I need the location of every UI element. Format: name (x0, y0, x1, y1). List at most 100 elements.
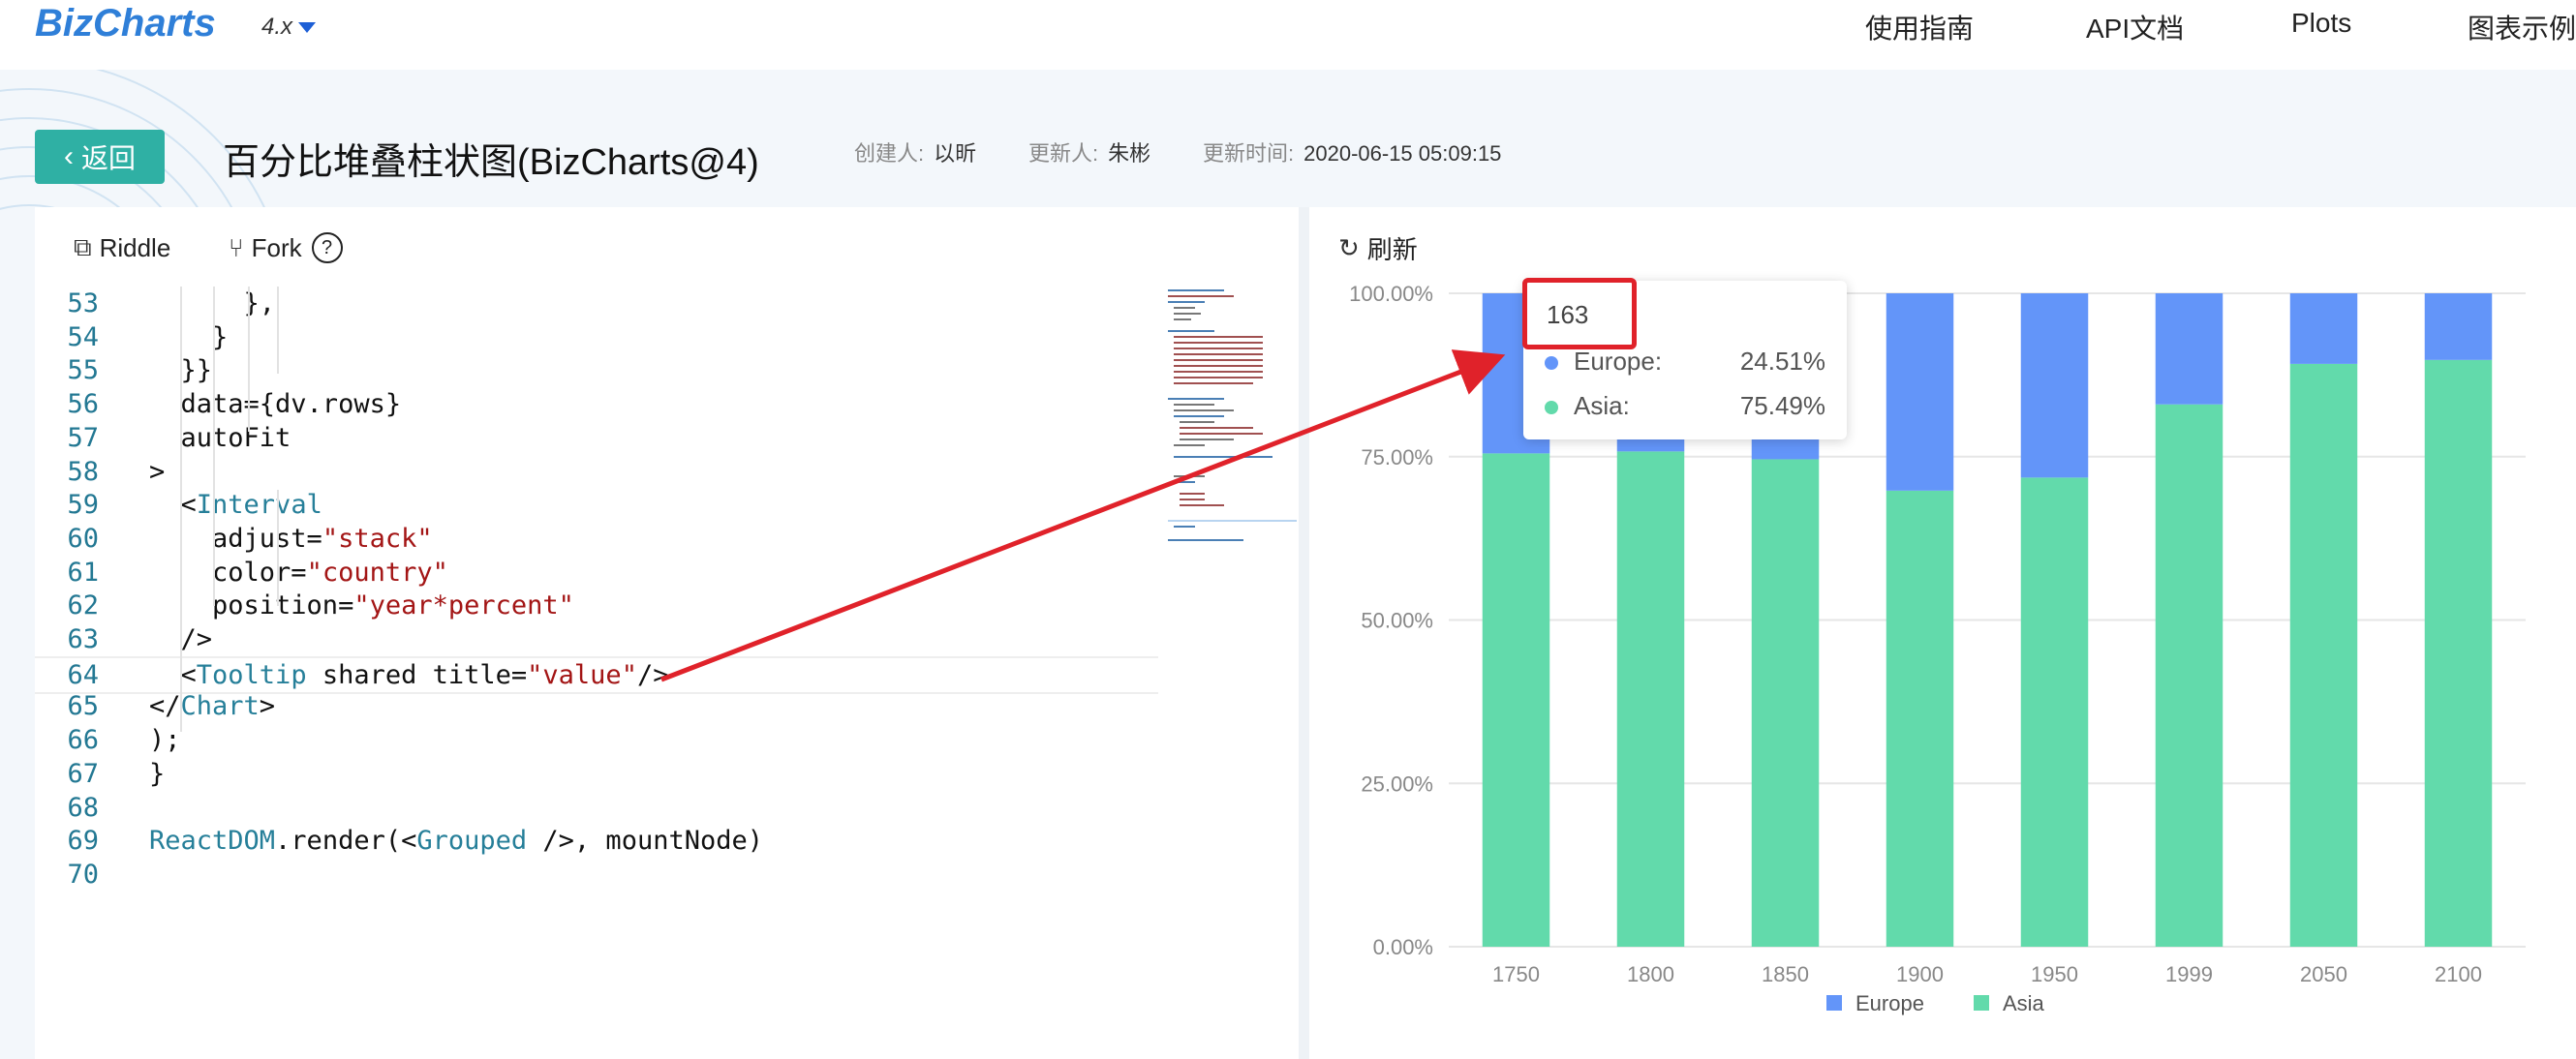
chevron-down-icon (298, 22, 317, 34)
indent-guide (213, 287, 215, 606)
code-text: ReactDOM.render(<Grouped />, mountNode) (149, 826, 763, 857)
code-text: /> (149, 624, 213, 654)
tooltip-row-value: 24.51% (1739, 347, 1825, 376)
line-number: 60 (67, 523, 99, 554)
code-panel: ⧉ Riddle ⑂ Fork ? 53 }, 54 } 55 }} 56 data=… (35, 207, 1299, 1059)
code-line[interactable]: 54 } (35, 320, 1158, 354)
code-line[interactable]: 65 </Chart> (35, 689, 1158, 723)
line-number: 68 (67, 792, 99, 823)
code-text: <Tooltip shared title="value"/> (149, 659, 669, 690)
line-number: 54 (67, 321, 99, 352)
fork-label: Fork (251, 232, 302, 262)
line-number: 69 (67, 826, 99, 857)
code-text: ); (149, 725, 181, 756)
updated-label: 更新时间: (1203, 141, 1295, 166)
fork-button[interactable]: ⑂ Fork ? (229, 232, 343, 263)
tooltip-row-value: 75.49% (1739, 391, 1825, 420)
panel-divider[interactable] (1299, 207, 1309, 1059)
code-line[interactable]: 53 }, (35, 287, 1158, 320)
code-text: color="country" (149, 557, 448, 588)
code-text: } (149, 758, 166, 789)
refresh-label: 刷新 (1366, 235, 1418, 264)
updater-label: 更新人: (1028, 141, 1099, 166)
line-number: 62 (67, 590, 99, 621)
preview-panel: ↻ 刷新 (1309, 207, 2576, 1059)
indent-guide (277, 490, 279, 606)
code-line[interactable]: 66); (35, 723, 1158, 757)
tooltip-row-asia: Asia: 75.49% (1545, 391, 1825, 421)
creator-label: 创建人: (854, 141, 925, 166)
europe-dot-icon (1545, 356, 1558, 371)
asia-dot-icon (1545, 401, 1558, 415)
code-line[interactable]: 56 data={dv.rows} (35, 387, 1158, 421)
indent-guide (277, 287, 279, 374)
code-line[interactable]: 63 /> (35, 622, 1158, 656)
refresh-icon: ↻ (1338, 233, 1360, 262)
nav-item-guide[interactable]: 使用指南 (1865, 14, 1975, 44)
updated-value: 2020-06-15 05:09:15 (1303, 141, 1502, 166)
code-text: adjust="stack" (149, 523, 433, 554)
nav-item-examples[interactable]: 图表示例 (2468, 14, 2576, 44)
code-minimap[interactable] (1166, 287, 1297, 567)
version-label: 4.x (261, 14, 293, 40)
line-number: 58 (67, 456, 99, 487)
line-number: 55 (67, 355, 99, 386)
tooltip-row-name: Europe: (1574, 347, 1663, 376)
code-line[interactable]: 68 (35, 791, 1158, 825)
line-number: 65 (67, 691, 99, 722)
tooltip-row-name: Asia: (1574, 391, 1630, 420)
code-text: position="year*percent" (149, 590, 574, 621)
creator-value: 以昕 (934, 141, 977, 166)
line-number: 64 (67, 659, 99, 690)
updated-time-meta: 更新时间: 2020-06-15 05:09:15 (1203, 136, 1501, 167)
line-number: 57 (67, 422, 99, 453)
code-line[interactable]: 55 }} (35, 353, 1158, 387)
annotation-highlight-box (1522, 278, 1637, 349)
code-text: autoFit (149, 422, 291, 453)
line-number: 53 (67, 288, 99, 318)
line-number: 61 (67, 557, 99, 588)
line-number: 56 (67, 389, 99, 420)
code-line[interactable]: 58 > (35, 455, 1158, 489)
line-number: 59 (67, 490, 99, 521)
code-line[interactable]: 69 ReactDOM.render(<Grouped />, mountNode… (35, 824, 1158, 858)
indent-guide (180, 287, 182, 732)
code-line[interactable]: 64 <Tooltip shared title="value"/> (35, 655, 1158, 694)
code-text: > (149, 456, 166, 487)
code-line[interactable]: 70 (35, 858, 1158, 892)
help-icon[interactable]: ? (311, 232, 343, 263)
code-text: </Chart> (149, 691, 276, 722)
nav-item-plots[interactable]: Plots (2291, 8, 2352, 38)
code-line[interactable]: 62 position="year*percent" (35, 589, 1158, 622)
code-line[interactable]: 57 autoFit (35, 421, 1158, 455)
code-line[interactable]: 67} (35, 757, 1158, 791)
back-button[interactable]: ‹ 返回 (35, 130, 165, 184)
indent-guide (248, 287, 250, 432)
nav-item-api[interactable]: API文档 (2086, 14, 2185, 44)
code-line[interactable]: 59 <Interval (35, 488, 1158, 522)
line-number: 70 (67, 859, 99, 890)
tooltip-title: 163 (1547, 300, 1589, 329)
fork-icon: ⑂ (229, 232, 244, 262)
bizcharts-logo[interactable]: BizCharts (35, 2, 216, 45)
background-pattern (0, 70, 269, 215)
refresh-button[interactable]: ↻ 刷新 (1338, 230, 1418, 266)
line-number: 66 (67, 725, 99, 756)
updater-value: 朱彬 (1108, 141, 1151, 166)
tooltip-row-europe: Europe: 24.51% (1545, 347, 1825, 377)
line-number: 63 (67, 624, 99, 654)
creator-meta: 创建人: 以昕 (854, 136, 976, 167)
code-text: data={dv.rows} (149, 389, 402, 420)
code-line[interactable]: 61 color="country" (35, 556, 1158, 590)
code-text: <Interval (149, 490, 322, 521)
version-selector[interactable]: 4.x (261, 14, 317, 41)
chevron-left-icon: ‹ (63, 140, 74, 172)
riddle-button[interactable]: ⧉ Riddle (74, 232, 170, 263)
line-number: 67 (67, 758, 99, 789)
top-navbar: BizCharts 4.x 使用指南 API文档 Plots 图表示例 (0, 0, 2576, 70)
back-button-label: 返回 (80, 143, 136, 173)
updater-meta: 更新人: 朱彬 (1028, 136, 1150, 167)
code-line[interactable]: 60 adjust="stack" (35, 522, 1158, 556)
code-text: } (149, 321, 229, 352)
riddle-icon: ⧉ (74, 232, 92, 261)
